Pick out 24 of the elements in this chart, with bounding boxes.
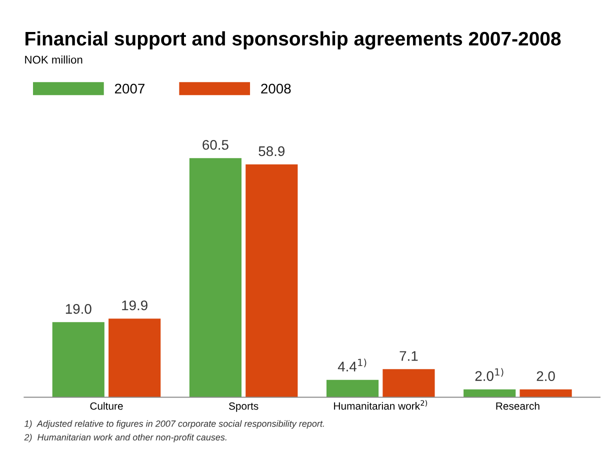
bar — [52, 322, 104, 398]
text: 2) Humanitarian work and other non-profit causes. — [24, 434, 226, 442]
data-label: 60.5 — [202, 140, 228, 150]
chart-subtitle: NOK million — [25, 56, 82, 64]
data-label: 58.9 — [258, 146, 285, 156]
data-label: 19.0 — [66, 304, 92, 314]
bar — [108, 318, 161, 398]
x-tick-label: Sports — [228, 402, 258, 412]
data-label: 4.4$^{1)}$ — [338, 358, 366, 372]
data-label: 2.0$^{1)}$ — [475, 368, 504, 381]
bar — [189, 158, 242, 398]
data-label: 19.9 — [122, 300, 148, 310]
x-tick-label: Research — [496, 402, 540, 410]
data-label: 2.0 — [536, 371, 555, 382]
text: 1) Adjusted relative to figures in 2007 corporate social responsibility report. — [24, 420, 324, 429]
x-tick-label: Humanitarian work$^{2)}$ — [334, 400, 428, 410]
chart-title: Financial support and sponsorship agreements 2007-2008 — [26, 31, 561, 50]
data-label: 7.1 — [400, 351, 418, 361]
legend-label: 2008 — [261, 84, 291, 94]
x-tick-label: Culture — [90, 402, 123, 410]
bar — [382, 369, 435, 398]
bar — [246, 164, 298, 398]
bar — [326, 380, 379, 398]
legend-label: 2007 — [114, 84, 144, 94]
